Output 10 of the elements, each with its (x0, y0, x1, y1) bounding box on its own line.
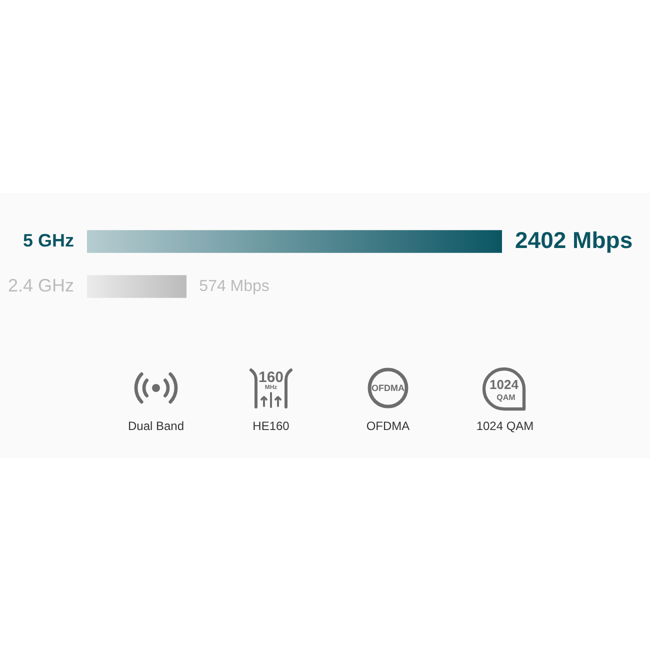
text: 1024 QAM (476, 419, 534, 433)
y-tick-label: 2.4 GHz (8, 275, 74, 296)
text: Dual Band (128, 419, 184, 433)
circle-icon: OFDMA (366, 367, 410, 409)
data-label: 574 Mbps (199, 278, 270, 295)
data-label: 2402 Mbps (515, 226, 633, 253)
teardrop-icon: 1024 QAM (482, 367, 526, 411)
text: HE160 (252, 419, 290, 433)
text: OFDMA (366, 419, 410, 433)
y-tick-label: 5 GHz (22, 230, 74, 250)
